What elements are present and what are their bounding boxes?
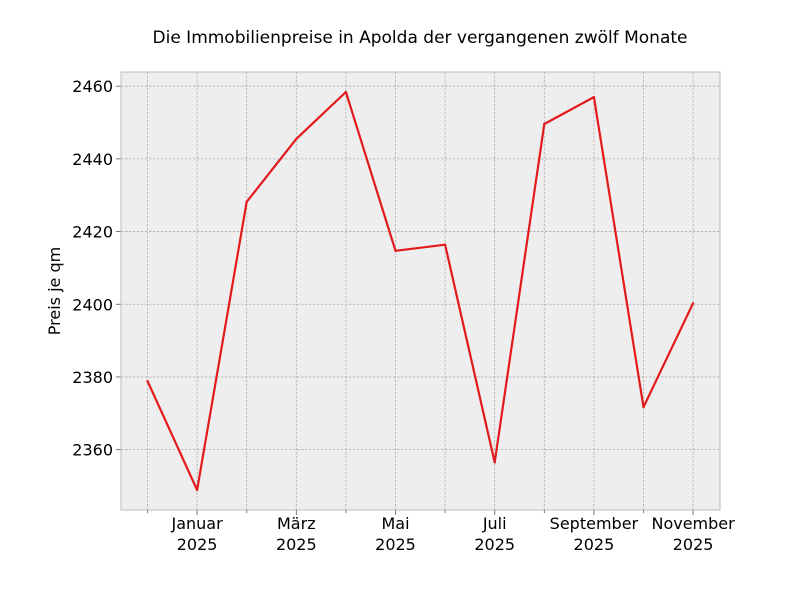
x-tick-label-year: 2025 — [574, 535, 615, 554]
data-point — [196, 488, 199, 492]
x-tick-label: September — [550, 514, 639, 533]
x-tick-label: Mai — [381, 514, 409, 533]
y-tick-label: 2460 — [72, 77, 113, 96]
y-tick-label: 2440 — [72, 150, 113, 169]
data-point — [295, 137, 298, 140]
series-layer — [146, 90, 695, 492]
chart-title: Die Immobilienpreise in Apolda der verga… — [153, 28, 688, 48]
x-tick-label-year: 2025 — [375, 535, 416, 554]
data-point — [592, 95, 596, 99]
data-point — [642, 406, 645, 409]
series-line — [146, 90, 695, 492]
x-tick-label: November — [651, 514, 735, 533]
data-point — [692, 302, 695, 305]
axis-ticks: 2360 2380 2400 2420 2440 2460 Januar 2025 März 20… — [72, 77, 735, 554]
y-tick-label: 2360 — [72, 441, 113, 460]
data-point — [444, 243, 447, 246]
data-point — [344, 90, 347, 94]
y-axis-label: Preis je qm — [45, 247, 64, 335]
x-tick-label: März — [277, 514, 316, 533]
data-point — [543, 122, 546, 126]
data-point — [493, 461, 496, 464]
x-tick-label-year: 2025 — [276, 535, 317, 554]
x-tick-label: Juli — [482, 514, 507, 533]
grid — [121, 72, 720, 510]
y-tick-label: 2400 — [72, 295, 113, 314]
y-tick-label: 2380 — [72, 368, 113, 387]
x-tick-label-year: 2025 — [474, 535, 515, 554]
plot-frame — [120, 71, 721, 511]
data-point — [394, 249, 397, 252]
x-tick-label-year: 2025 — [177, 535, 218, 554]
data-point — [245, 200, 248, 203]
y-tick-label: 2420 — [72, 223, 113, 242]
x-tick-label-year: 2025 — [673, 535, 714, 554]
plot-area — [121, 72, 720, 510]
data-point — [146, 379, 149, 383]
x-tick-label: Januar — [171, 514, 224, 533]
